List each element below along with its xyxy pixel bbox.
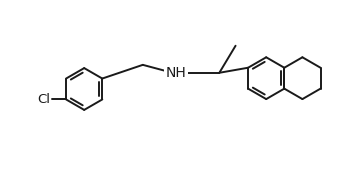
Text: Cl: Cl [37,93,50,106]
Text: NH: NH [166,66,187,80]
